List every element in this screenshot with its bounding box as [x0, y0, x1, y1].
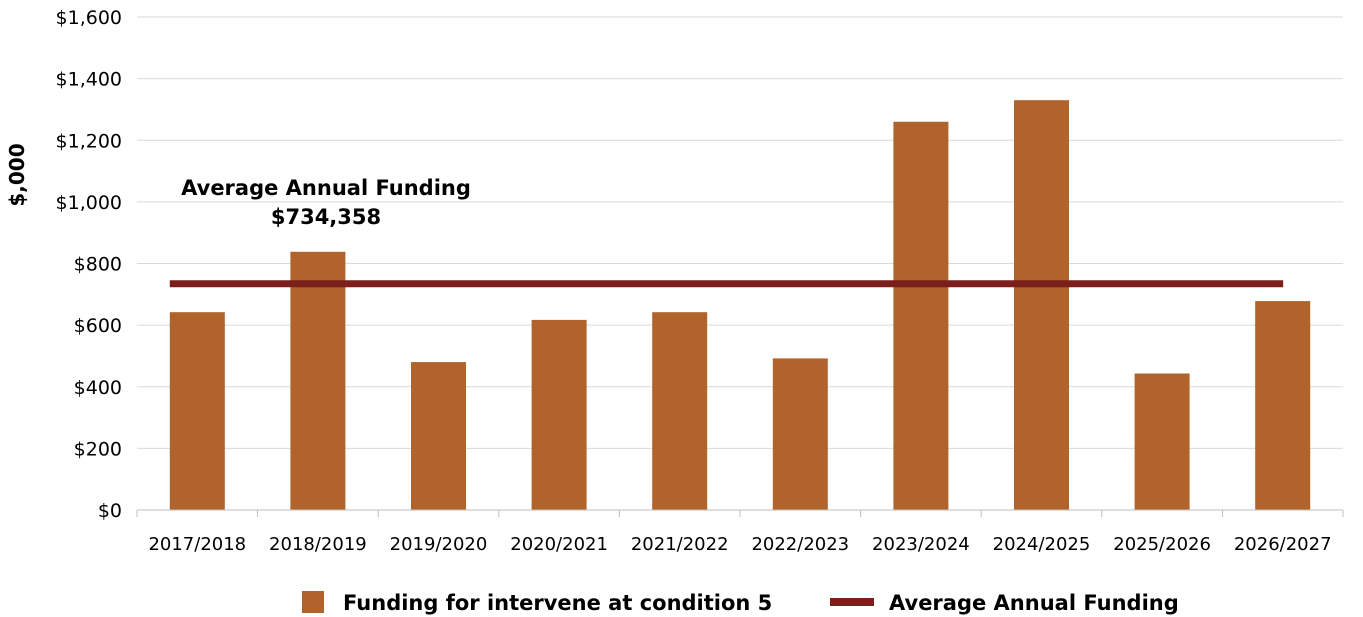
bar — [290, 251, 346, 510]
y-tick-label: $600 — [74, 315, 122, 337]
bar — [652, 312, 708, 510]
y-tick-label: $400 — [74, 377, 122, 399]
bars — [169, 100, 1311, 510]
x-tick-label: 2023/2024 — [872, 534, 970, 555]
x-tick-label: 2022/2023 — [751, 534, 849, 555]
legend-line-swatch — [830, 598, 874, 606]
y-tick-label: $200 — [74, 438, 122, 460]
x-tick-label: 2026/2027 — [1234, 534, 1332, 555]
bar — [1255, 301, 1311, 510]
y-tick-label: $800 — [74, 254, 122, 276]
x-axis — [136, 509, 1344, 517]
x-tick-label: 2025/2026 — [1113, 534, 1211, 555]
average-annotation-title: Average Annual Funding — [181, 176, 471, 200]
y-tick-label: $1,600 — [56, 7, 122, 29]
average-annotation-value: $734,358 — [271, 205, 381, 229]
x-tick-label: 2020/2021 — [510, 534, 608, 555]
y-tick-label: $0 — [98, 500, 122, 522]
bar — [411, 362, 466, 510]
y-tick-label: $1,000 — [56, 192, 122, 214]
y-axis-label: $,000 — [5, 143, 29, 206]
x-axis-tick-labels: 2017/2018 2018/2019 2019/2020 2020/2021 2021… — [148, 534, 1331, 555]
x-tick-label: 2018/2019 — [269, 534, 367, 555]
bar — [1014, 100, 1069, 510]
bar — [1134, 373, 1190, 510]
y-tick-label: $1,200 — [56, 130, 122, 152]
legend: Funding for intervene at condition 5 Ave… — [302, 591, 1179, 615]
legend-bar-label: Funding for intervene at condition 5 — [343, 591, 772, 615]
bar — [531, 319, 587, 510]
bar — [169, 312, 225, 510]
x-tick-label: 2019/2020 — [390, 534, 488, 555]
y-tick-label: $1,400 — [56, 69, 122, 91]
x-tick-label: 2021/2022 — [631, 534, 729, 555]
bar — [772, 358, 828, 510]
x-tick-label: 2017/2018 — [148, 534, 246, 555]
legend-line-label: Average Annual Funding — [889, 591, 1179, 615]
x-tick-label: 2024/2025 — [993, 534, 1091, 555]
y-axis-tick-labels: $0 $200 $400 $600 $800 $1,000 $1,200 $1,400 $1,6… — [56, 7, 122, 522]
bar — [893, 121, 949, 510]
legend-bar-swatch — [302, 591, 324, 613]
